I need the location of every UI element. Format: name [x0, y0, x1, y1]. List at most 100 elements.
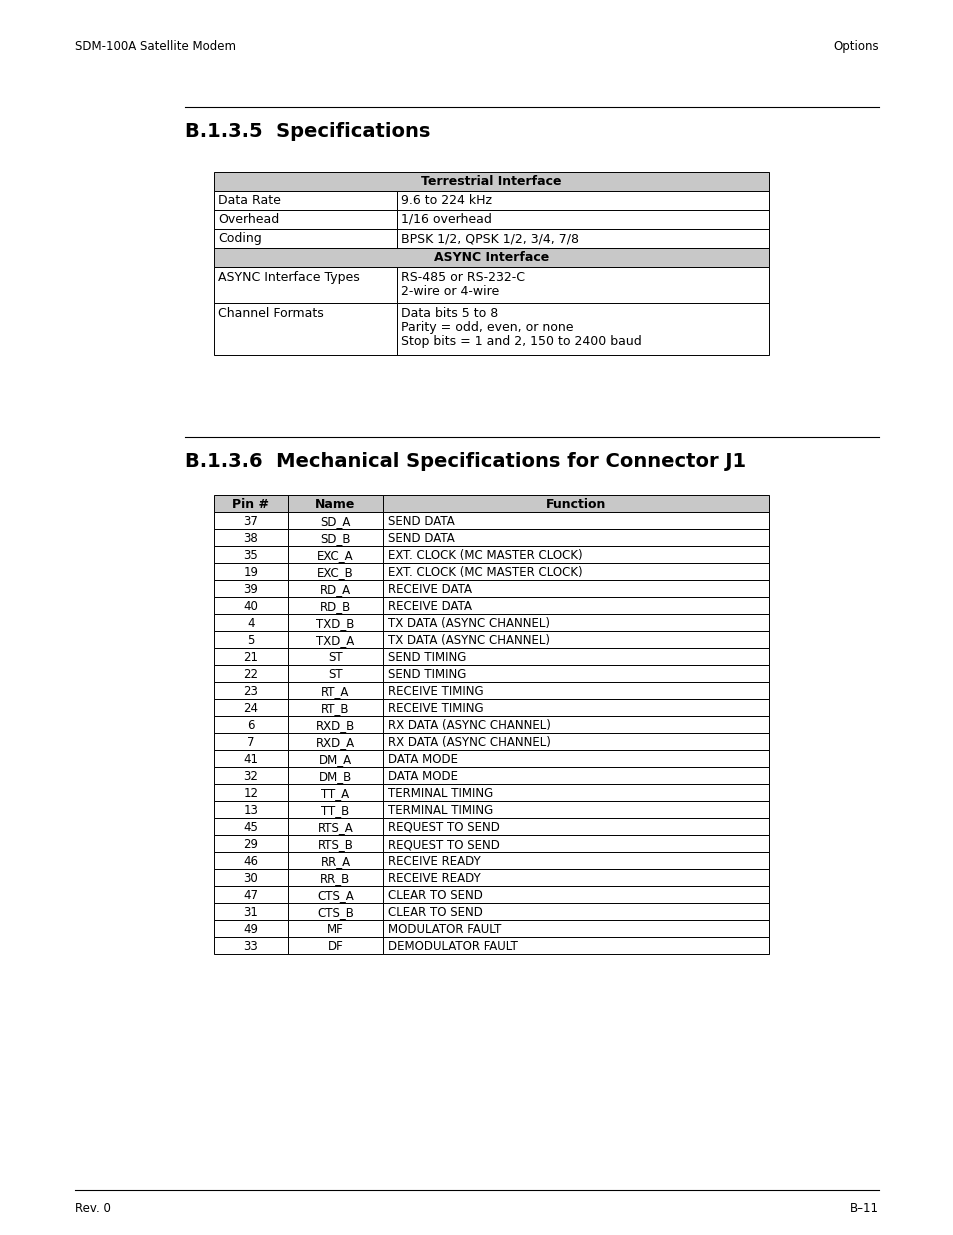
Text: RXD_A: RXD_A [315, 736, 355, 748]
Text: RT_A: RT_A [321, 685, 350, 698]
Bar [288, 563, 382, 580]
Bar [288, 767, 382, 784]
Bar [382, 818, 768, 835]
Bar [213, 228, 396, 248]
Text: SD_B: SD_B [320, 532, 351, 545]
Bar [382, 529, 768, 546]
Text: TXD_B: TXD_B [316, 618, 355, 630]
Text: CLEAR TO SEND: CLEAR TO SEND [388, 889, 482, 902]
Bar [288, 513, 382, 529]
Text: Data bits 5 to 8: Data bits 5 to 8 [400, 308, 497, 320]
Bar [213, 513, 288, 529]
Text: 5: 5 [247, 634, 254, 647]
Bar [213, 682, 288, 699]
Text: 6: 6 [247, 719, 254, 732]
Text: MODULATOR FAULT: MODULATOR FAULT [388, 923, 501, 936]
Bar [382, 614, 768, 631]
Bar [382, 563, 768, 580]
Bar [382, 835, 768, 852]
Text: 22: 22 [243, 668, 258, 680]
Text: 2-wire or 4-wire: 2-wire or 4-wire [400, 285, 498, 298]
Text: 37: 37 [243, 515, 258, 529]
Text: 46: 46 [243, 855, 258, 868]
Bar [213, 699, 288, 716]
Bar [288, 597, 382, 614]
Bar [288, 852, 382, 869]
Bar [382, 750, 768, 767]
Text: DM_A: DM_A [318, 753, 352, 766]
Text: 12: 12 [243, 787, 258, 800]
Text: RECEIVE READY: RECEIVE READY [388, 855, 480, 868]
Bar [213, 818, 288, 835]
Text: Options: Options [833, 40, 878, 53]
Text: RECEIVE DATA: RECEIVE DATA [388, 600, 472, 613]
Text: 33: 33 [243, 940, 258, 953]
Bar [213, 172, 768, 191]
Text: Terrestrial Interface: Terrestrial Interface [421, 175, 561, 188]
Text: 40: 40 [243, 600, 258, 613]
Bar [288, 682, 382, 699]
Bar [213, 267, 396, 303]
Bar [382, 767, 768, 784]
Bar [213, 937, 288, 953]
Bar [288, 869, 382, 885]
Bar [382, 716, 768, 734]
Text: RS-485 or RS-232-C: RS-485 or RS-232-C [400, 270, 524, 284]
Bar [288, 784, 382, 802]
Text: 9.6 to 224 kHz: 9.6 to 224 kHz [400, 194, 492, 207]
Bar [288, 614, 382, 631]
Text: DM_B: DM_B [318, 769, 352, 783]
Text: REQUEST TO SEND: REQUEST TO SEND [388, 821, 499, 834]
Bar [213, 802, 288, 818]
Bar [288, 631, 382, 648]
Bar [396, 228, 768, 248]
Text: SDM-100A Satellite Modem: SDM-100A Satellite Modem [75, 40, 235, 53]
Text: TT_A: TT_A [321, 787, 349, 800]
Text: CTS_A: CTS_A [316, 889, 354, 902]
Text: 31: 31 [243, 906, 258, 919]
Bar [396, 267, 768, 303]
Bar [213, 734, 288, 750]
Bar [213, 920, 288, 937]
Text: 13: 13 [243, 804, 258, 818]
Bar [213, 248, 768, 267]
Text: DATA MODE: DATA MODE [388, 753, 457, 766]
Bar [396, 210, 768, 228]
Text: RTS_B: RTS_B [317, 839, 353, 851]
Bar [288, 903, 382, 920]
Text: 29: 29 [243, 839, 258, 851]
Text: EXT. CLOCK (MC MASTER CLOCK): EXT. CLOCK (MC MASTER CLOCK) [388, 566, 582, 579]
Bar [382, 631, 768, 648]
Text: Stop bits = 1 and 2, 150 to 2400 baud: Stop bits = 1 and 2, 150 to 2400 baud [400, 335, 641, 348]
Text: CLEAR TO SEND: CLEAR TO SEND [388, 906, 482, 919]
Bar [382, 664, 768, 682]
Text: RD_A: RD_A [319, 583, 351, 597]
Bar [382, 920, 768, 937]
Text: RD_B: RD_B [319, 600, 351, 613]
Bar [288, 835, 382, 852]
Text: DEMODULATOR FAULT: DEMODULATOR FAULT [388, 940, 517, 953]
Text: SEND DATA: SEND DATA [388, 515, 455, 529]
Bar [213, 210, 396, 228]
Bar [213, 597, 288, 614]
Text: RTS_A: RTS_A [317, 821, 353, 834]
Bar [213, 580, 288, 597]
Bar [288, 529, 382, 546]
Bar [213, 546, 288, 563]
Bar [288, 716, 382, 734]
Text: 7: 7 [247, 736, 254, 748]
Text: EXC_B: EXC_B [316, 566, 354, 579]
Bar [213, 750, 288, 767]
Text: RECEIVE READY: RECEIVE READY [388, 872, 480, 885]
Bar [382, 546, 768, 563]
Text: 41: 41 [243, 753, 258, 766]
Text: Rev. 0: Rev. 0 [75, 1202, 111, 1215]
Bar [213, 716, 288, 734]
Bar [382, 869, 768, 885]
Text: 47: 47 [243, 889, 258, 902]
Text: 32: 32 [243, 769, 258, 783]
Bar [213, 614, 288, 631]
Text: 1/16 overhead: 1/16 overhead [400, 212, 492, 226]
Text: B.1.3.5  Specifications: B.1.3.5 Specifications [185, 122, 430, 141]
Text: SD_A: SD_A [320, 515, 351, 529]
